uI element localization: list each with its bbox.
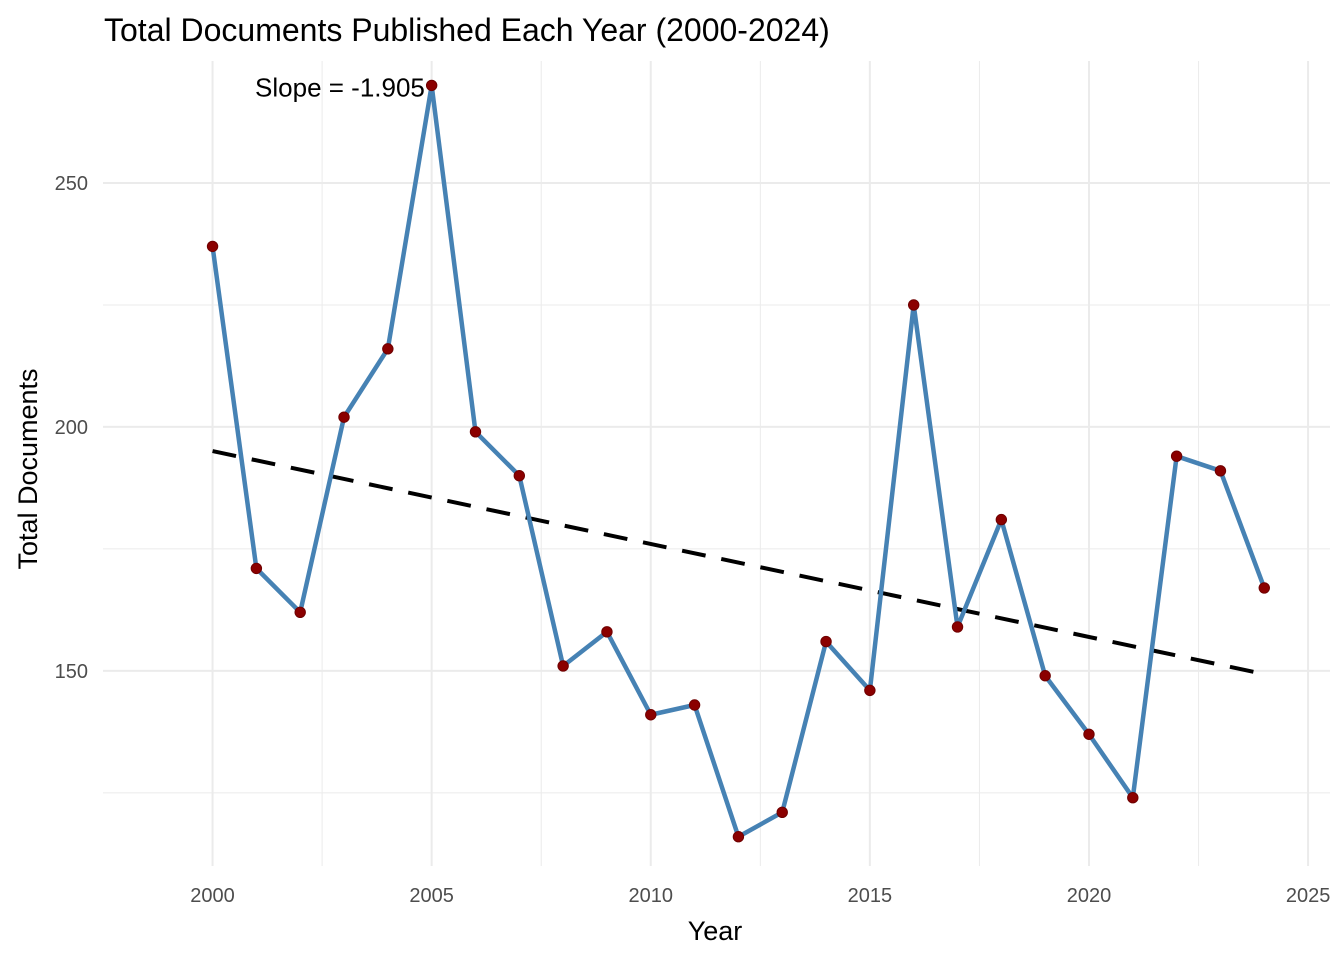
data-point: [1039, 670, 1051, 682]
x-tick-label: 2025: [1286, 885, 1331, 907]
y-tick-label: 200: [55, 417, 88, 439]
data-point: [864, 684, 876, 697]
data-point: [206, 240, 219, 253]
x-tick-label: 2010: [629, 885, 674, 907]
data-point: [995, 513, 1008, 526]
data-point: [294, 606, 306, 619]
x-tick-label: 2015: [848, 885, 893, 907]
data-point: [776, 806, 788, 819]
data-point: [645, 709, 657, 721]
data-point: [513, 469, 526, 482]
x-tick-label: 2020: [1067, 885, 1112, 907]
data-point: [250, 562, 263, 575]
data-point: [820, 635, 832, 648]
data-point: [1214, 465, 1227, 477]
data-point: [732, 831, 745, 843]
y-axis-title: Total Documents: [13, 368, 43, 569]
x-tick-label: 2000: [190, 885, 235, 907]
data-point: [951, 621, 964, 633]
slope-annotation: Slope = -1.905: [255, 72, 425, 102]
data-point: [907, 299, 920, 311]
data-point: [469, 426, 482, 438]
data-point: [338, 411, 350, 423]
data-point: [382, 343, 394, 355]
y-tick-label: 150: [55, 661, 88, 683]
data-point: [688, 699, 701, 711]
data-point: [1127, 791, 1139, 804]
data-point: [1170, 450, 1183, 462]
data-point: [1083, 728, 1095, 740]
x-axis-title: Year: [688, 916, 743, 946]
chart-title: Total Documents Published Each Year (200…: [104, 12, 830, 48]
x-tick-label: 2005: [409, 885, 454, 907]
data-point: [557, 660, 569, 672]
trend-line: [212, 449, 1265, 677]
data-points: [206, 79, 1270, 843]
x-axis-tick-labels: 2000 2005 2010 2015 2020 2025: [190, 885, 1330, 907]
data-point: [601, 626, 613, 638]
y-axis-tick-labels: 150 200 250: [55, 173, 88, 683]
data-point: [1258, 582, 1270, 594]
data-point: [425, 79, 438, 92]
y-tick-label: 250: [55, 173, 88, 195]
